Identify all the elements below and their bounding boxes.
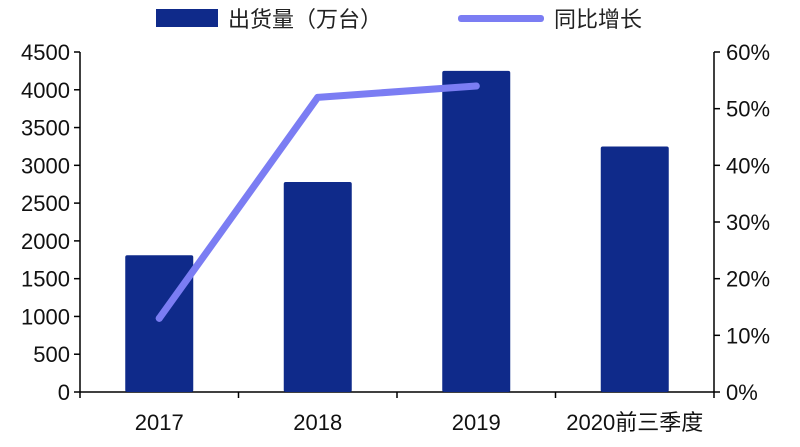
y-left-tick-label: 500	[33, 342, 70, 367]
legend-swatch-bar	[156, 9, 218, 27]
y-left-tick-label: 1000	[21, 304, 70, 329]
y-left-tick-label: 0	[58, 380, 70, 405]
x-tick-label: 2020前三季度	[566, 410, 703, 435]
x-tick-label: 2017	[135, 410, 184, 435]
y-right-tick-label: 40%	[726, 153, 770, 178]
legend-item-bar: 出货量（万台）	[156, 2, 382, 34]
growth-point-2019	[472, 82, 480, 90]
y-left-tick-label: 2500	[21, 191, 70, 216]
y-right-tick-label: 30%	[726, 210, 770, 235]
legend-label-line: 同比增长	[554, 7, 643, 32]
y-right-tick-label: 50%	[726, 97, 770, 122]
x-tick-label: 2019	[452, 410, 501, 435]
growth-point-2018	[314, 93, 322, 101]
y-left-tick-label: 4500	[21, 40, 70, 65]
y-left-tick-label: 3000	[21, 153, 70, 178]
y-left-tick-label: 1500	[21, 267, 70, 292]
legend-swatch-line	[458, 14, 544, 22]
chart-legend: 出货量（万台） 同比增长	[0, 2, 800, 32]
legend-item-line: 同比增长	[458, 2, 642, 34]
bar-2020前三季度	[600, 146, 669, 392]
bar-2017	[125, 255, 194, 392]
y-left-tick-label: 3500	[21, 116, 70, 141]
y-right-tick-label: 10%	[726, 323, 770, 348]
y-right-tick-label: 20%	[726, 267, 770, 292]
y-right-tick-label: 60%	[726, 40, 770, 65]
growth-point-2017	[155, 314, 163, 322]
y-left-tick-label: 2000	[21, 229, 70, 254]
legend-label-bar: 出货量（万台）	[228, 7, 383, 32]
bar-2018	[283, 181, 352, 392]
y-right-tick-label: 0%	[726, 380, 758, 405]
y-left-tick-label: 4000	[21, 78, 70, 103]
bar-2019	[442, 70, 511, 392]
x-tick-label: 2018	[293, 410, 342, 435]
